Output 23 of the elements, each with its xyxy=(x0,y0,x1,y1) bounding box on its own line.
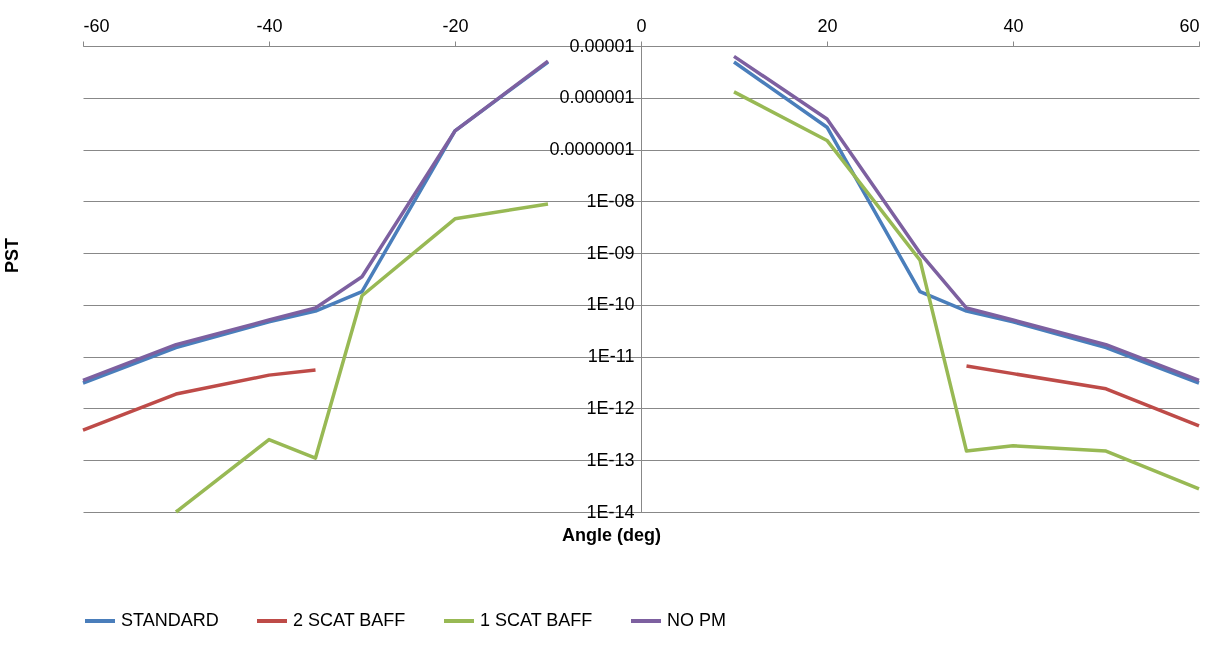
y-tick-label: 0.00001 xyxy=(569,35,635,56)
x-tick-label: -40 xyxy=(256,15,283,36)
y-tick-label: 0.000001 xyxy=(559,87,635,108)
x-tick-label: 60 xyxy=(1179,15,1200,36)
y-tick-label: 1E-14 xyxy=(586,501,635,522)
x-tick-label: 40 xyxy=(1003,15,1024,36)
y-tick-label: 0.0000001 xyxy=(549,139,635,160)
legend-label: 2 SCAT BAFF xyxy=(293,610,406,630)
x-tick-label: -60 xyxy=(83,15,110,36)
y-tick-label: 1E-08 xyxy=(586,190,635,211)
x-tick-label: 20 xyxy=(817,15,838,36)
legend-label: NO PM xyxy=(667,610,727,630)
legend-label: STANDARD xyxy=(121,610,219,630)
x-axis-title: Angle (deg) xyxy=(562,524,661,545)
y-axis-title: PST xyxy=(1,237,22,274)
y-tick-label: 1E-11 xyxy=(587,346,635,367)
y-tick-label: 1E-12 xyxy=(586,397,635,418)
x-tick-label: 0 xyxy=(636,15,647,36)
legend-label: 1 SCAT BAFF xyxy=(480,610,593,630)
y-tick-label: 1E-09 xyxy=(586,242,635,263)
y-tick-label: 1E-13 xyxy=(586,449,635,470)
y-tick-label: 1E-10 xyxy=(586,294,635,315)
x-tick-label: -20 xyxy=(442,15,469,36)
